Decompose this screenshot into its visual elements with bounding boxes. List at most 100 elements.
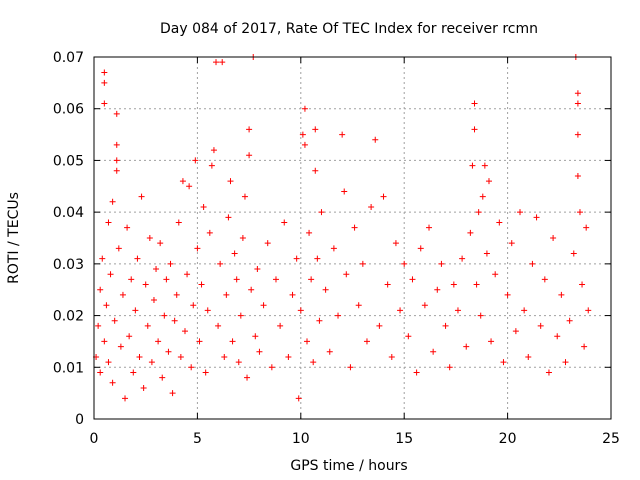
data-point (159, 374, 166, 381)
data-point (380, 193, 387, 200)
data-point (155, 338, 162, 345)
data-point (401, 260, 408, 267)
data-point (223, 291, 230, 298)
data-point (541, 276, 548, 283)
data-point (272, 276, 279, 283)
data-point (196, 338, 203, 345)
data-point (285, 353, 292, 360)
data-point (351, 224, 358, 231)
x-tick-label: 20 (499, 431, 517, 447)
data-point (421, 302, 428, 309)
data-point (277, 322, 284, 329)
data-points (93, 54, 592, 402)
data-point (471, 126, 478, 133)
data-point (101, 69, 108, 76)
data-point (339, 131, 346, 138)
y-tick-label: 0.05 (53, 153, 84, 169)
data-point (405, 333, 412, 340)
data-point (293, 255, 300, 262)
data-point (231, 250, 238, 257)
data-point (463, 343, 470, 350)
data-point (186, 183, 193, 190)
y-tick-label: 0.06 (53, 102, 84, 118)
y-tick-label: 0.02 (53, 309, 84, 325)
data-point (512, 328, 519, 335)
data-point (297, 307, 304, 314)
data-point (237, 312, 244, 319)
data-point (477, 312, 484, 319)
data-point (95, 322, 102, 329)
data-point (281, 219, 288, 226)
data-point (244, 374, 251, 381)
data-point (558, 291, 565, 298)
data-point (355, 302, 362, 309)
data-point (109, 198, 116, 205)
y-tick-label: 0 (75, 412, 84, 428)
data-point (581, 343, 588, 350)
data-point (97, 286, 104, 293)
data-point (157, 240, 164, 247)
data-point (517, 209, 524, 216)
data-point (169, 390, 176, 397)
data-point (430, 348, 437, 355)
data-point (312, 126, 319, 133)
data-point (113, 167, 120, 174)
data-point (525, 353, 532, 360)
data-point (101, 338, 108, 345)
data-point (188, 364, 195, 371)
data-point (107, 271, 114, 278)
data-point (217, 260, 224, 267)
x-tick-label: 0 (90, 431, 99, 447)
data-point (304, 338, 311, 345)
data-point (165, 348, 172, 355)
data-point (500, 359, 507, 366)
data-point (413, 369, 420, 376)
data-point (533, 214, 540, 221)
data-point (417, 245, 424, 252)
data-point (299, 131, 306, 138)
data-point (194, 245, 201, 252)
data-point (481, 162, 488, 169)
data-point (574, 131, 581, 138)
data-point (529, 260, 536, 267)
data-point (101, 100, 108, 107)
data-point (113, 141, 120, 148)
data-point (485, 178, 492, 185)
data-point (574, 172, 581, 179)
data-point (239, 235, 246, 241)
data-point (330, 245, 337, 252)
data-point (442, 322, 449, 329)
data-point (254, 266, 261, 273)
data-point (221, 353, 228, 360)
data-point (241, 193, 248, 200)
data-point (537, 322, 544, 329)
y-tick-label: 0.03 (53, 257, 84, 273)
data-point (409, 276, 416, 283)
grid-lines (94, 57, 611, 419)
x-tick-label: 5 (193, 431, 202, 447)
data-point (475, 209, 482, 216)
data-point (124, 224, 131, 231)
data-point (545, 369, 552, 376)
data-point (177, 353, 184, 360)
data-point (388, 353, 395, 360)
data-point (184, 271, 191, 278)
data-point (438, 260, 445, 267)
data-point (210, 147, 217, 154)
data-point (347, 364, 354, 371)
data-point (181, 328, 188, 335)
data-point (459, 255, 466, 262)
data-point (126, 333, 133, 340)
data-point (550, 235, 557, 241)
data-point (585, 307, 592, 314)
data-point (175, 219, 182, 226)
plot-frame (93, 56, 612, 420)
data-point (583, 224, 590, 231)
data-point (521, 307, 528, 314)
data-point (264, 240, 271, 247)
data-point (376, 322, 383, 329)
data-point (179, 178, 186, 185)
data-point (450, 281, 457, 288)
data-point (554, 333, 561, 340)
data-point (115, 245, 122, 252)
